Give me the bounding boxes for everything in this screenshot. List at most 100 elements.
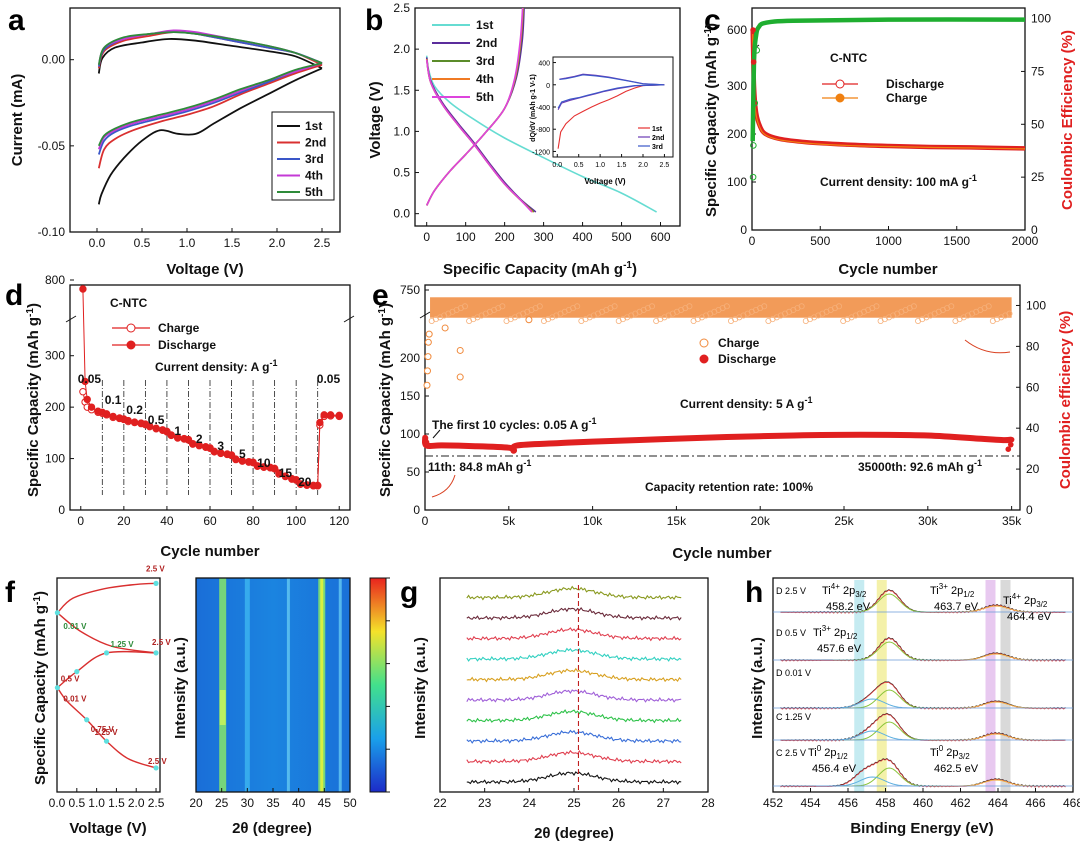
- x-tick-label: 400: [573, 230, 593, 244]
- panel-f-heatmap: 20 25 30 35 40 45 50 2θ (degree) Intensity (a.…: [172, 577, 390, 837]
- voltage-point: [74, 669, 80, 675]
- ce-outlier-point: [456, 346, 464, 354]
- plot-frame: [439, 577, 709, 793]
- voltage-point: [103, 738, 110, 744]
- discharge-point: [81, 377, 89, 386]
- y-tick-label: 300: [727, 79, 747, 93]
- y-tick-label: 100: [1031, 12, 1051, 26]
- x-tick-label: 456: [838, 796, 858, 810]
- heatmap-bands: [219, 578, 342, 792]
- legend-label: 4th: [305, 169, 323, 183]
- discharge-point: [313, 481, 322, 490]
- dqdv-inset: 0.0 0.5 1.0 1.5 2.0 2.5 400 0 -400 -800 -1200 1st 2…: [530, 56, 674, 186]
- annotation-first-cycles: The first 10 cycles: 0.05 A g-1: [432, 416, 597, 432]
- inset-x-tick-label: 1.5: [617, 162, 627, 169]
- series-group: [749, 17, 1026, 181]
- peak-energy-label: 464.4 eV: [1007, 611, 1052, 623]
- xrd-pattern: [466, 585, 682, 601]
- x-tick-label: 25: [215, 796, 229, 810]
- inset-x-tick-label: 0.0: [552, 162, 562, 169]
- ce-point: [461, 303, 468, 310]
- xrd-pattern: [466, 709, 682, 724]
- voltage-label: 0.5 V: [61, 675, 80, 684]
- gcd-charge-3rd: [425, 7, 525, 206]
- x-tick-label: 28: [701, 796, 715, 810]
- peak-energy-label: 456.4 eV: [812, 763, 857, 775]
- peak-label: Ti0 2p1/2: [808, 744, 848, 761]
- series-group: 2.5 V0.01 V2.5 V1.25 V0.5 V0.01 V0.75 V1…: [54, 564, 171, 771]
- rate-label: 3: [217, 439, 224, 453]
- x-tick-label: 35: [266, 796, 280, 810]
- y-axis-label: Specific Capacity (mAh g-1): [32, 591, 49, 785]
- peak-energy-label: 463.7 eV: [934, 601, 979, 613]
- legend-label: 4th: [476, 72, 494, 86]
- x-tick-label: 300: [534, 230, 554, 244]
- row-label: D 2.5 V: [776, 586, 806, 596]
- inset-y-tick-label: -800: [536, 127, 550, 134]
- discharge-point: [167, 431, 175, 439]
- panel-letter-e: e: [372, 279, 389, 312]
- y-tick-label: 0.5: [393, 166, 410, 180]
- legend: 1st 2nd 3rd 4th 5th: [271, 111, 335, 201]
- cycle-curve: [56, 612, 157, 654]
- x-tick-label: 60: [203, 514, 217, 528]
- x-tick-label: 26: [612, 796, 626, 810]
- row-label: D 0.01 V: [776, 668, 811, 678]
- legend-label: 1st: [305, 119, 322, 133]
- y-axis-label: Intensity (a.u.): [749, 637, 766, 739]
- ce-early-point: [750, 142, 757, 149]
- peak-energy-label: 457.6 eV: [817, 643, 862, 655]
- x-tick-label: 20: [117, 514, 131, 528]
- ce-outlier-point: [441, 324, 449, 332]
- ce-early-point: [423, 381, 431, 389]
- discharge-point: [281, 472, 290, 480]
- peak-labels: Ti4+ 2p3/2 458.2 eV Ti3+ 2p1/2 463.7 eV Ti4+…: [808, 582, 1052, 775]
- series-group: [425, 7, 657, 213]
- plot-frame: [424, 284, 1021, 511]
- x-tick-label: 40: [160, 514, 174, 528]
- diffraction-band: [219, 578, 227, 792]
- discharge-end-point: [1008, 436, 1015, 443]
- x-tick-label: 20k: [751, 514, 771, 528]
- ce-early-point: [749, 173, 757, 181]
- ce-point: [499, 303, 506, 310]
- legend-label: Discharge: [886, 77, 944, 91]
- legend-label: 5th: [476, 90, 494, 104]
- legend-label: Charge: [158, 321, 200, 335]
- x-tick-label: 1.5: [224, 236, 241, 250]
- legend: Charge Discharge: [112, 321, 216, 352]
- xps-component-peak: [939, 779, 1053, 787]
- peak-band: [985, 580, 996, 792]
- series-group: [97, 29, 323, 205]
- axis-break: [419, 311, 431, 319]
- inset-legend-label: 2nd: [652, 135, 664, 142]
- y-tick-label: 25: [1031, 170, 1045, 184]
- arrow-11th: [431, 474, 456, 498]
- y-tick-label: 40: [1026, 421, 1040, 435]
- x-tick-label: 0.5: [134, 236, 151, 250]
- xrd-pattern: [466, 627, 682, 642]
- y-tick-label: 100: [727, 175, 747, 189]
- peak-energy-label: 458.2 eV: [826, 601, 871, 613]
- ticks: 452 454 456 458 460 462 464 466 468: [763, 788, 1080, 810]
- ce-early-point: [424, 353, 432, 361]
- x-tick-label: 27: [657, 796, 671, 810]
- x-tick-label: 1.0: [88, 796, 105, 810]
- x-tick-label: 100: [456, 230, 476, 244]
- peak-band: [876, 580, 887, 792]
- y-tick-label: 80: [1026, 339, 1040, 353]
- y-tick-label: -0.10: [38, 225, 66, 239]
- voltage-label: 0.01 V: [63, 695, 87, 704]
- row-label: C 1.25 V: [776, 712, 811, 722]
- panel-letter-d: d: [5, 279, 23, 312]
- ce-point: [723, 303, 730, 310]
- panel-letter-c: c: [704, 4, 721, 37]
- heatmap-background: [196, 578, 350, 792]
- y-tick-label: 200: [727, 127, 747, 141]
- chart-title: C-NTC: [110, 296, 148, 310]
- voltage-point: [103, 650, 110, 656]
- annotation-11th: 11th: 84.8 mAh g-1: [428, 458, 531, 474]
- legend-label: Charge: [718, 336, 760, 350]
